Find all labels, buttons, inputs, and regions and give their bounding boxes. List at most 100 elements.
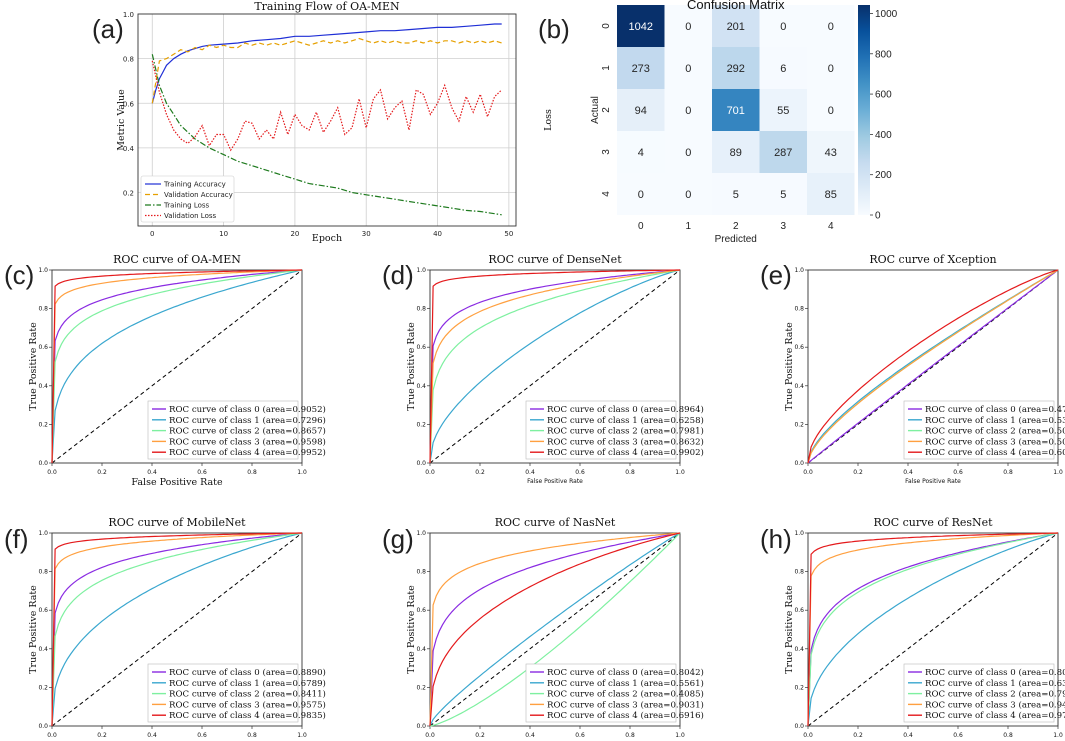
roc-curve-class-1 <box>429 532 681 727</box>
panel-label: (h) <box>760 524 792 554</box>
y-tick-label: 0.6 <box>794 607 804 614</box>
y-tick-label: 0.0 <box>416 723 426 730</box>
legend-label: Training Loss <box>163 202 210 210</box>
chart-title: ROC curve of ResNet <box>873 516 993 529</box>
diagonal-reference <box>807 532 1059 727</box>
cell-value: 0 <box>780 21 786 33</box>
x-tick-label: 30 <box>362 230 371 238</box>
legend-box <box>525 400 677 460</box>
legend-box <box>903 400 1055 460</box>
heatmap-cell <box>664 5 712 47</box>
legend-label: ROC curve of class 4 (area=0.9835) <box>169 710 326 721</box>
y-tick-label: 0.6 <box>416 607 426 614</box>
y-axis-label-right: Loss <box>543 109 554 131</box>
legend-label: ROC curve of class 2 (area=0.4085) <box>547 689 704 700</box>
legend-label: ROC curve of class 1 (area=0.6258) <box>547 415 704 426</box>
x-tick-label: 0.8 <box>1003 732 1013 739</box>
cell-value: 4 <box>638 147 644 159</box>
y-tick-label: 0.8 <box>794 306 804 313</box>
x-tick-label: 10 <box>219 230 228 238</box>
roc-resnet-chart: 0.0 0.2 0.4 0.6 0.8 1.0 0.0 0.2 0.4 0.6 0.8 1.0 ROC … <box>784 516 1065 739</box>
colorbar-tick-label: 400 <box>875 130 892 141</box>
colorbar-tick-label: 800 <box>875 49 892 60</box>
cell-value: 94 <box>635 105 647 117</box>
colorbar-tick-label: 600 <box>875 90 892 101</box>
heatmap-cell <box>664 173 712 215</box>
chart-title: Training Flow of OA-MEN <box>254 0 400 13</box>
legend-label: ROC curve of class 4 (area=0.6063) <box>925 447 1065 458</box>
y-tick-label: 0.4 <box>416 383 426 390</box>
heatmap-cell <box>617 5 665 47</box>
legend-box <box>903 663 1055 723</box>
heatmap-cell <box>807 47 855 89</box>
legend-label: ROC curve of class 3 (area=0.9479) <box>925 699 1065 710</box>
legend-label: ROC curve of class 2 (area=0.5081) <box>925 426 1065 437</box>
y-tick-label: 0.2 <box>416 421 426 428</box>
y-tick-label: 3 <box>601 149 612 155</box>
roc-oamen-chart: 0.0 0.2 0.4 0.6 0.8 1.0 0.0 0.2 0.4 0.6 0.8 1.0 ROC … <box>28 253 326 488</box>
roc-nasnet-chart: 0.0 0.2 0.4 0.6 0.8 1.0 0.0 0.2 0.4 0.6 0.8 1.0 ROC … <box>406 516 704 739</box>
y-tick-label: 0.8 <box>416 569 426 576</box>
heatmap-cell <box>617 131 665 173</box>
heatmap-cell <box>807 5 855 47</box>
x-tick-label: 1 <box>685 221 691 232</box>
legend-label: ROC curve of class 4 (area=0.9952) <box>169 447 326 458</box>
cell-value: 201 <box>727 21 745 33</box>
roc-curve-class-2 <box>51 269 303 464</box>
cell-value: 292 <box>727 63 745 75</box>
cell-value: 43 <box>825 147 837 159</box>
x-tick-label: 1.0 <box>675 732 685 739</box>
heatmap-cell <box>759 131 807 173</box>
cell-value: 0 <box>828 63 834 75</box>
y-axis-label: True Positive Rate <box>406 322 417 411</box>
heatmap-cell <box>759 5 807 47</box>
heatmap-cell <box>712 89 760 131</box>
legend-label: ROC curve of class 0 (area=0.8074) <box>925 667 1065 678</box>
roc-curve-class-3 <box>807 269 1059 464</box>
roc-curve-class-2 <box>429 532 681 727</box>
x-tick-label: 0.2 <box>853 469 863 476</box>
legend-label: ROC curve of class 1 (area=0.5561) <box>547 678 704 689</box>
y-tick-label: 0.8 <box>123 56 134 64</box>
y-tick-label: 0.0 <box>416 460 426 467</box>
legend-label: ROC curve of class 0 (area=0.8964) <box>547 404 704 415</box>
x-axis-label: False Positive Rate <box>131 477 223 488</box>
cell-value: 0 <box>685 105 691 117</box>
roc-curve-class-3 <box>807 532 1059 727</box>
cell-value: 287 <box>774 147 792 159</box>
y-tick-label: 0.6 <box>38 607 48 614</box>
panel-label: (a) <box>92 14 124 44</box>
x-tick-label: 1.0 <box>297 732 307 739</box>
legend-label: ROC curve of class 0 (area=0.8042) <box>547 667 704 678</box>
y-tick-label: 0.8 <box>794 569 804 576</box>
x-tick-label: 0.4 <box>525 469 535 476</box>
x-tick-label: 0.8 <box>247 732 257 739</box>
roc-curve-class-3 <box>51 269 303 464</box>
x-tick-label: 0 <box>150 230 154 238</box>
x-tick-label: 50 <box>504 230 513 238</box>
cell-value: 0 <box>685 21 691 33</box>
panel-label: (b) <box>538 14 570 44</box>
y-tick-label: 0.2 <box>123 190 134 198</box>
heatmap-cell <box>807 131 855 173</box>
cell-value: 5 <box>780 189 786 201</box>
x-tick-label: 0.8 <box>625 469 635 476</box>
y-axis-label: True Positive Rate <box>28 585 39 674</box>
legend-label: ROC curve of class 0 (area=0.8890) <box>169 667 326 678</box>
cell-value: 0 <box>685 63 691 75</box>
diagonal-reference <box>51 532 303 727</box>
y-tick-label: 0.2 <box>38 684 48 691</box>
roc-xception-chart: 0.0 0.2 0.4 0.6 0.8 1.0 0.0 0.2 0.4 0.6 0.8 1.0 ROC … <box>784 253 1065 485</box>
cell-value: 5 <box>733 189 739 201</box>
x-tick-label: 1.0 <box>1053 732 1063 739</box>
x-tick-label: 0.2 <box>97 732 107 739</box>
legend-label: ROC curve of class 3 (area=0.9031) <box>547 699 704 710</box>
roc-curve-class-4 <box>51 532 302 727</box>
legend-label: Validation Loss <box>164 212 216 220</box>
roc-curve-class-3 <box>429 269 681 464</box>
roc-curve-class-3 <box>51 532 303 727</box>
legend-label: ROC curve of class 1 (area=0.5316) <box>925 415 1065 426</box>
legend-label: ROC curve of class 3 (area=0.9598) <box>169 436 326 447</box>
legend-label: ROC curve of class 3 (area=0.5054) <box>925 436 1065 447</box>
y-tick-label: 1.0 <box>794 267 804 274</box>
